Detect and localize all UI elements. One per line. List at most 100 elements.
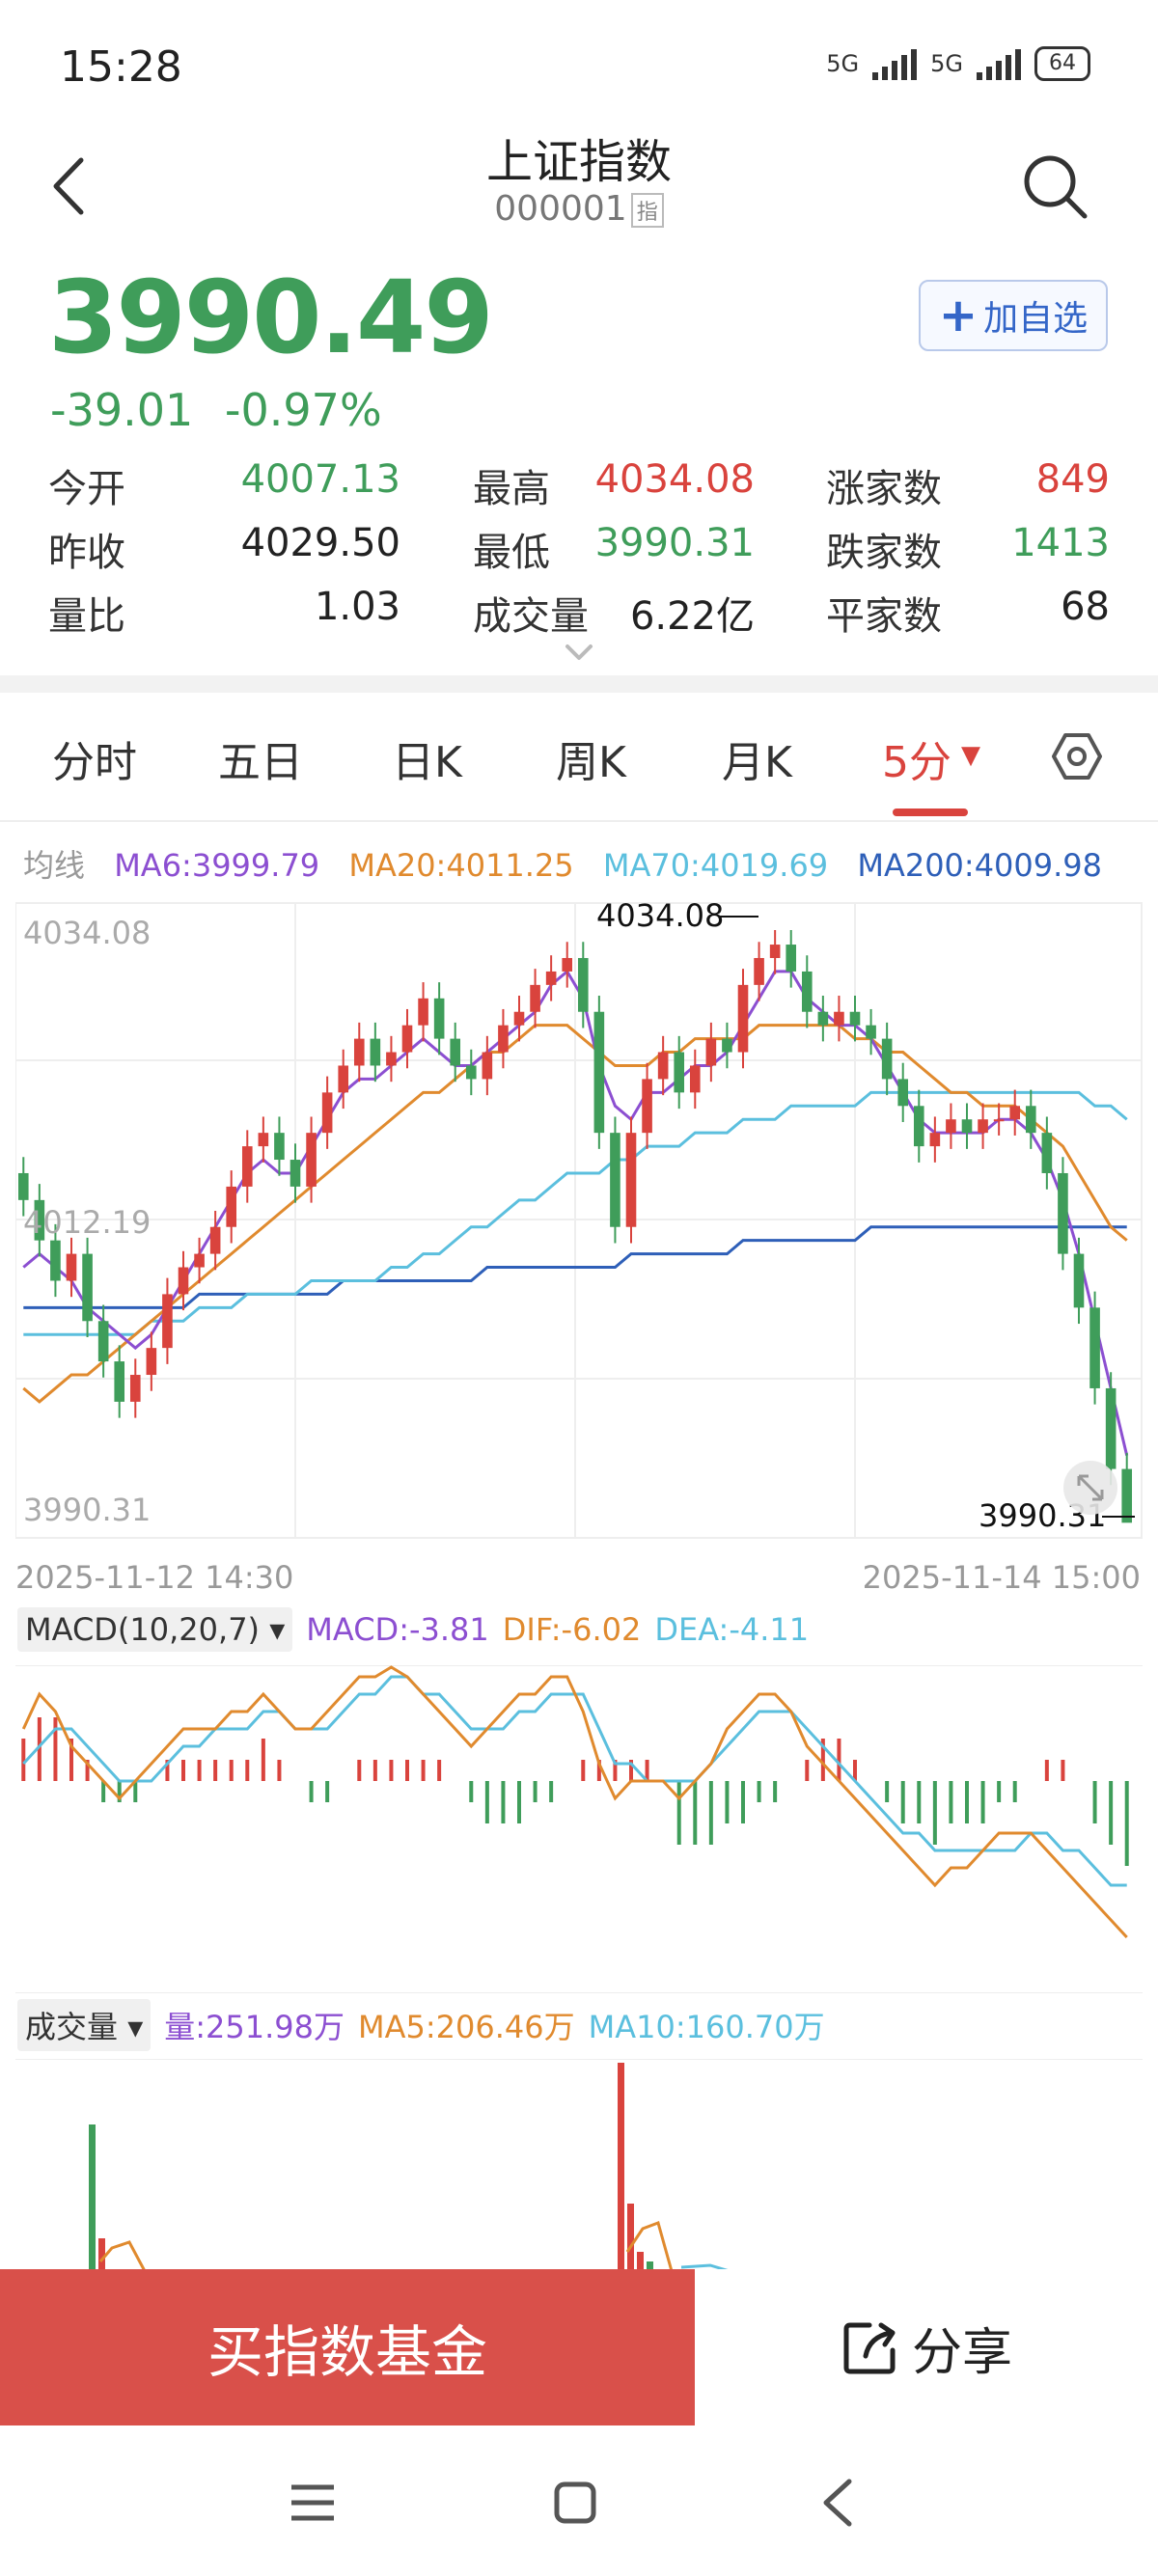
candle-body <box>1009 1106 1021 1120</box>
macd-bar <box>37 1717 41 1781</box>
candle-body <box>689 1065 701 1093</box>
candle-body <box>66 1253 77 1281</box>
candle-body <box>642 1079 652 1134</box>
macd-bar <box>181 1760 185 1781</box>
start-date-label: 2025-11-12 14:30 <box>15 1559 293 1596</box>
tabs-border <box>0 820 1158 822</box>
candle-body <box>258 1133 269 1147</box>
candle-body <box>338 1065 349 1093</box>
change-percent: -0.97% <box>224 384 382 436</box>
candle-body <box>1105 1387 1117 1469</box>
dea-value: DEA:-4.11 <box>654 1611 810 1648</box>
volume-legend: 成交量 ▾ 量:251.98万 MA5:206.46万 MA10:160.70万 <box>17 1999 825 2051</box>
candle-body <box>657 1052 669 1080</box>
network-type-2: 5G <box>930 50 963 77</box>
candle-body <box>241 1146 253 1187</box>
candle-body <box>834 1011 844 1026</box>
macd-bar <box>1061 1760 1065 1781</box>
menu-icon <box>291 2484 334 2521</box>
y-label-high: 4034.08 <box>23 915 151 951</box>
plus-icon: + <box>938 288 979 343</box>
macd-bar <box>421 1760 426 1781</box>
add-to-watchlist-button[interactable]: + 加自选 <box>919 280 1108 351</box>
candle-body <box>593 1011 605 1134</box>
y-label-low: 3990.31 <box>23 1492 151 1528</box>
macd-selector[interactable]: MACD(10,20,7) ▾ <box>17 1607 293 1652</box>
stat-label: 跌家数 <box>826 531 942 575</box>
candle-body <box>353 1038 365 1066</box>
stat-label: 今开 <box>48 467 125 511</box>
index-tag: 指 <box>630 193 664 228</box>
volume-selector[interactable]: 成交量 ▾ <box>17 1999 152 2051</box>
candle-body <box>17 1172 29 1200</box>
nav-home-button[interactable] <box>554 2481 596 2524</box>
dif-line <box>21 1665 1128 1939</box>
volume-chart[interactable] <box>15 2059 1143 2271</box>
macd-chart[interactable] <box>15 1665 1143 1993</box>
macd-bar <box>1044 1760 1049 1781</box>
kline-candles <box>17 930 1133 1523</box>
tab-4[interactable]: 月K <box>722 738 792 787</box>
macd-bar <box>980 1781 985 1823</box>
macd-bar <box>69 1739 73 1781</box>
ma70-line <box>23 1090 1128 1336</box>
search-icon <box>1024 155 1076 207</box>
macd-bar <box>917 1781 922 1823</box>
stat-value: 849 <box>1035 457 1110 502</box>
stat-label: 量比 <box>48 594 125 639</box>
active-tab-indicator <box>893 808 968 816</box>
macd-bar <box>853 1760 857 1781</box>
candle-body <box>1041 1133 1053 1173</box>
kline-chart[interactable]: 4034.08 4012.19 3990.31 4034.08 3990.31 … <box>15 901 1143 1596</box>
macd-bar <box>309 1781 314 1802</box>
macd-bar <box>405 1760 409 1781</box>
tab-3[interactable]: 周K <box>556 738 626 787</box>
ma20-value: MA20:4011.25 <box>348 847 574 884</box>
fullscreen-button[interactable] <box>1063 1461 1117 1515</box>
macd-bar <box>85 1760 90 1781</box>
back-button[interactable] <box>48 152 91 220</box>
end-date-label: 2025-11-14 15:00 <box>863 1559 1141 1596</box>
macd-bar <box>469 1781 474 1802</box>
nav-menu-button[interactable] <box>290 2483 336 2522</box>
candle-body <box>1073 1253 1085 1308</box>
tab-dropdown-icon: ▼ <box>961 741 980 770</box>
candle-body <box>786 945 797 972</box>
candle-body <box>1058 1172 1068 1254</box>
tab-2[interactable]: 日K <box>392 738 462 787</box>
high-marker: 4034.08 <box>596 901 724 934</box>
stat-value: 4029.50 <box>240 521 400 565</box>
search-button[interactable] <box>1021 152 1089 220</box>
tab-0[interactable]: 分时 <box>52 738 137 787</box>
macd-bar <box>581 1760 586 1781</box>
macd-bar <box>725 1781 730 1823</box>
ma20-line <box>22 1024 1128 1404</box>
macd-histogram <box>21 1717 1129 1866</box>
tab-1[interactable]: 五日 <box>218 738 303 787</box>
volume-bar <box>637 2252 644 2271</box>
ma200-line <box>23 1225 1127 1309</box>
macd-bar <box>261 1739 265 1781</box>
page-title: 上证指数 <box>485 135 672 189</box>
nav-back-button[interactable] <box>820 2478 855 2528</box>
candle-body <box>866 1025 876 1039</box>
candle-body <box>290 1160 301 1187</box>
candle-body <box>306 1133 317 1187</box>
macd-bar <box>533 1781 538 1802</box>
stat-value: 4034.08 <box>594 457 755 502</box>
ma6-line <box>22 969 1129 1456</box>
share-button[interactable]: 分享 <box>695 2269 1158 2425</box>
stat-label: 涨家数 <box>826 467 942 511</box>
macd-bar <box>501 1781 506 1823</box>
volume-bar <box>627 2204 634 2271</box>
candle-body <box>178 1267 189 1295</box>
expand-stats-button[interactable] <box>562 641 596 664</box>
tab-5[interactable]: 5分 <box>882 738 951 787</box>
buy-index-fund-button[interactable]: 买指数基金 <box>0 2269 695 2425</box>
macd-bar <box>372 1760 377 1781</box>
candle-body <box>50 1240 61 1281</box>
macd-bar <box>389 1760 394 1781</box>
macd-bar <box>645 1760 649 1781</box>
ma-legend-title: 均线 <box>23 847 86 884</box>
chart-settings-button[interactable] <box>1052 731 1102 781</box>
